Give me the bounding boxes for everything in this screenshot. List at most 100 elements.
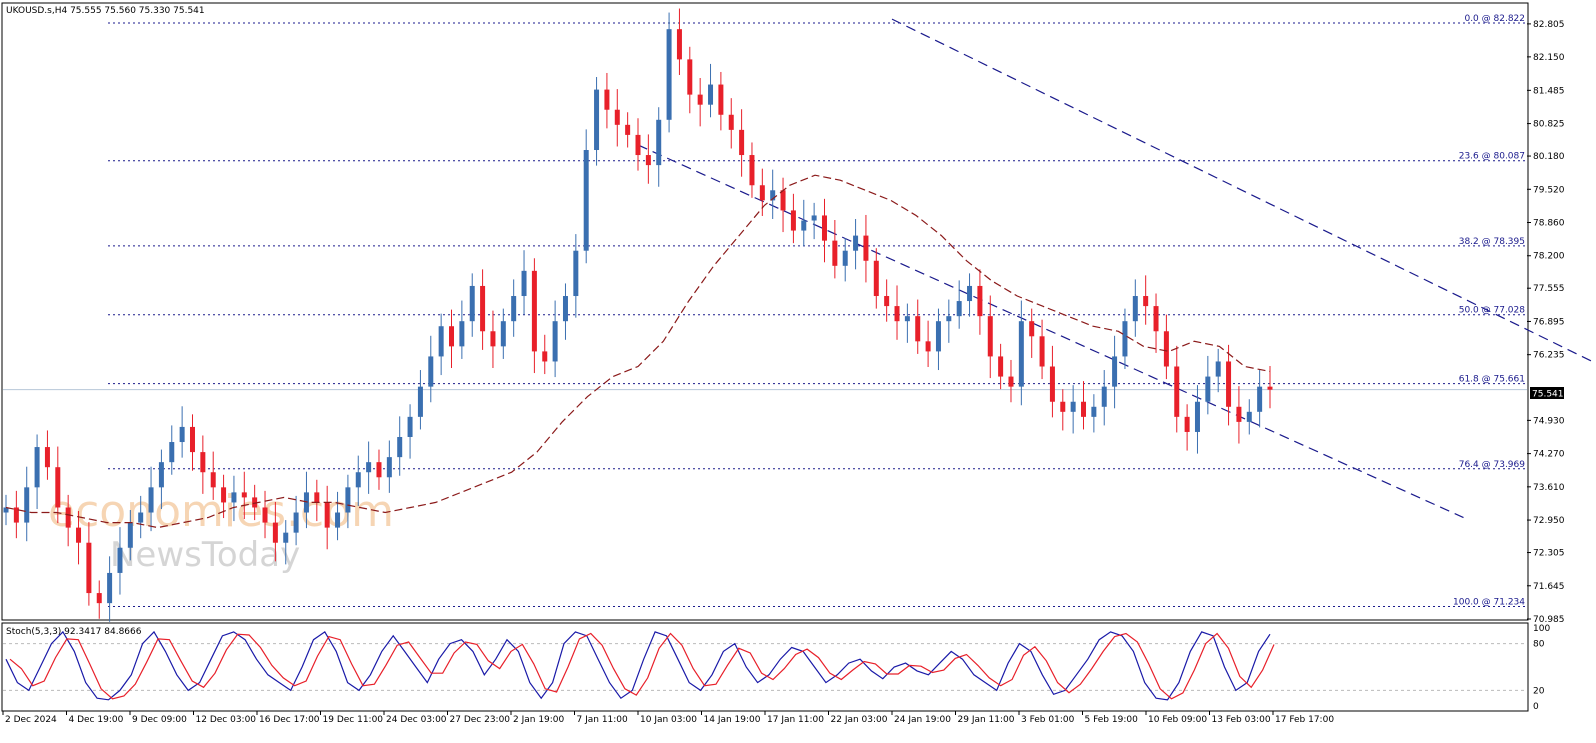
candle-body [1153,306,1159,332]
candle-body [977,285,983,317]
candle-body [915,316,921,342]
candle-body [1246,411,1252,422]
x-tick-label: 29 Jan 11:00 [958,715,1015,725]
candle-body [697,94,703,105]
candle-body [283,532,289,543]
candle-body [1236,406,1242,422]
candle-body [76,527,82,543]
candle-body [1091,406,1097,417]
x-tick-label: 17 Jan 11:00 [767,715,824,725]
fib-label: 100.0 @ 71.234 [1453,597,1525,607]
candle-body [894,306,900,322]
y-tick-label: 82.805 [1533,20,1565,30]
candle-body [1008,376,1014,387]
y-tick-label: 72.305 [1533,549,1565,559]
candle-body [407,416,413,437]
candle-body [998,356,1004,377]
x-tick-label: 10 Feb 09:00 [1148,715,1207,725]
candle-body [1122,321,1128,357]
candle-body [169,442,175,463]
candle-body [562,296,568,322]
candle-body [790,210,796,231]
x-tick-label: 7 Jan 11:00 [577,715,629,725]
candle-body [293,512,299,533]
candle-body [1257,386,1263,412]
candle-body [1215,361,1221,377]
candle-body [1194,401,1200,432]
candle-body [884,296,890,307]
candle-body [583,150,589,251]
candle-body [946,316,952,322]
y-tick-label: 82.150 [1533,53,1565,63]
candle-body [656,119,662,166]
candle-body [138,512,144,523]
candle-body [780,190,786,211]
x-tick-label: 16 Dec 17:00 [259,715,320,725]
candle-body [376,462,382,478]
candle-body [987,316,993,357]
moving-average [5,174,1271,529]
candle-body [148,487,154,513]
candle-body [397,436,403,458]
candle-body [604,89,610,110]
candle-body [200,452,206,473]
candle-body [107,572,113,604]
fib-label: 23.6 @ 80.087 [1459,152,1525,162]
y-tick-label: 76.235 [1533,351,1565,361]
candle-body [241,492,247,498]
candle-body [386,457,392,478]
candle-body [500,321,506,347]
y-tick-label: 78.860 [1533,219,1565,229]
y-tick-label: 80.825 [1533,120,1565,130]
watermark-sub: NewsToday [110,535,300,575]
candle-body [314,492,320,503]
candle-body [728,114,734,130]
stoch-level-label: 100 [1533,624,1550,634]
stoch-panel-frame [1,622,1529,712]
candle-body [904,316,910,322]
candle-body [956,301,962,317]
candle-body [96,593,102,604]
candles [3,8,1273,622]
candle-body [676,29,682,60]
candle-body [158,462,164,488]
x-tick-label: 12 Dec 03:00 [196,715,257,725]
candle-body [117,547,123,573]
candle-body [1267,386,1273,390]
stoch-level-label: 0 [1533,702,1539,712]
candle-body [1049,366,1055,402]
x-tick-label: 24 Jan 19:00 [894,715,951,725]
candle-body [86,542,92,594]
x-tick-label: 13 Feb 03:00 [1212,715,1271,725]
y-tick-label: 72.950 [1533,516,1565,526]
candle-body [811,215,817,221]
candle-body [24,487,30,523]
y-tick-label: 81.485 [1533,86,1565,96]
x-tick-label: 9 Dec 09:00 [132,715,187,725]
candle-body [1070,401,1076,412]
current-price-label: 75.541 [1532,390,1564,400]
candle-body [438,326,444,357]
y-tick-label: 74.930 [1533,416,1565,426]
candle-body [3,507,9,513]
candle-body [718,84,724,115]
candle-body [469,285,475,322]
candle-body [1132,296,1138,322]
x-tick-label: 22 Jan 03:00 [831,715,888,725]
x-tick-label: 3 Feb 01:00 [1021,715,1075,725]
y-tick-label: 71.645 [1533,582,1565,592]
candle-body [666,29,672,120]
y-axis: 82.805 82.150 81.485 80.825 80.180 79.520 78.8… [1527,20,1565,625]
candle-body [552,321,558,362]
y-tick-label: 79.520 [1533,185,1565,195]
channel-lines [637,18,1596,519]
candle-body [821,215,827,241]
candle-body [1205,376,1211,402]
candle-body [1039,336,1045,367]
y-tick-label: 73.610 [1533,483,1565,493]
candle-body [1018,321,1024,387]
candle-body [739,129,745,156]
candle-body [345,487,351,513]
ma-line [5,174,1271,529]
candle-body [459,321,465,347]
